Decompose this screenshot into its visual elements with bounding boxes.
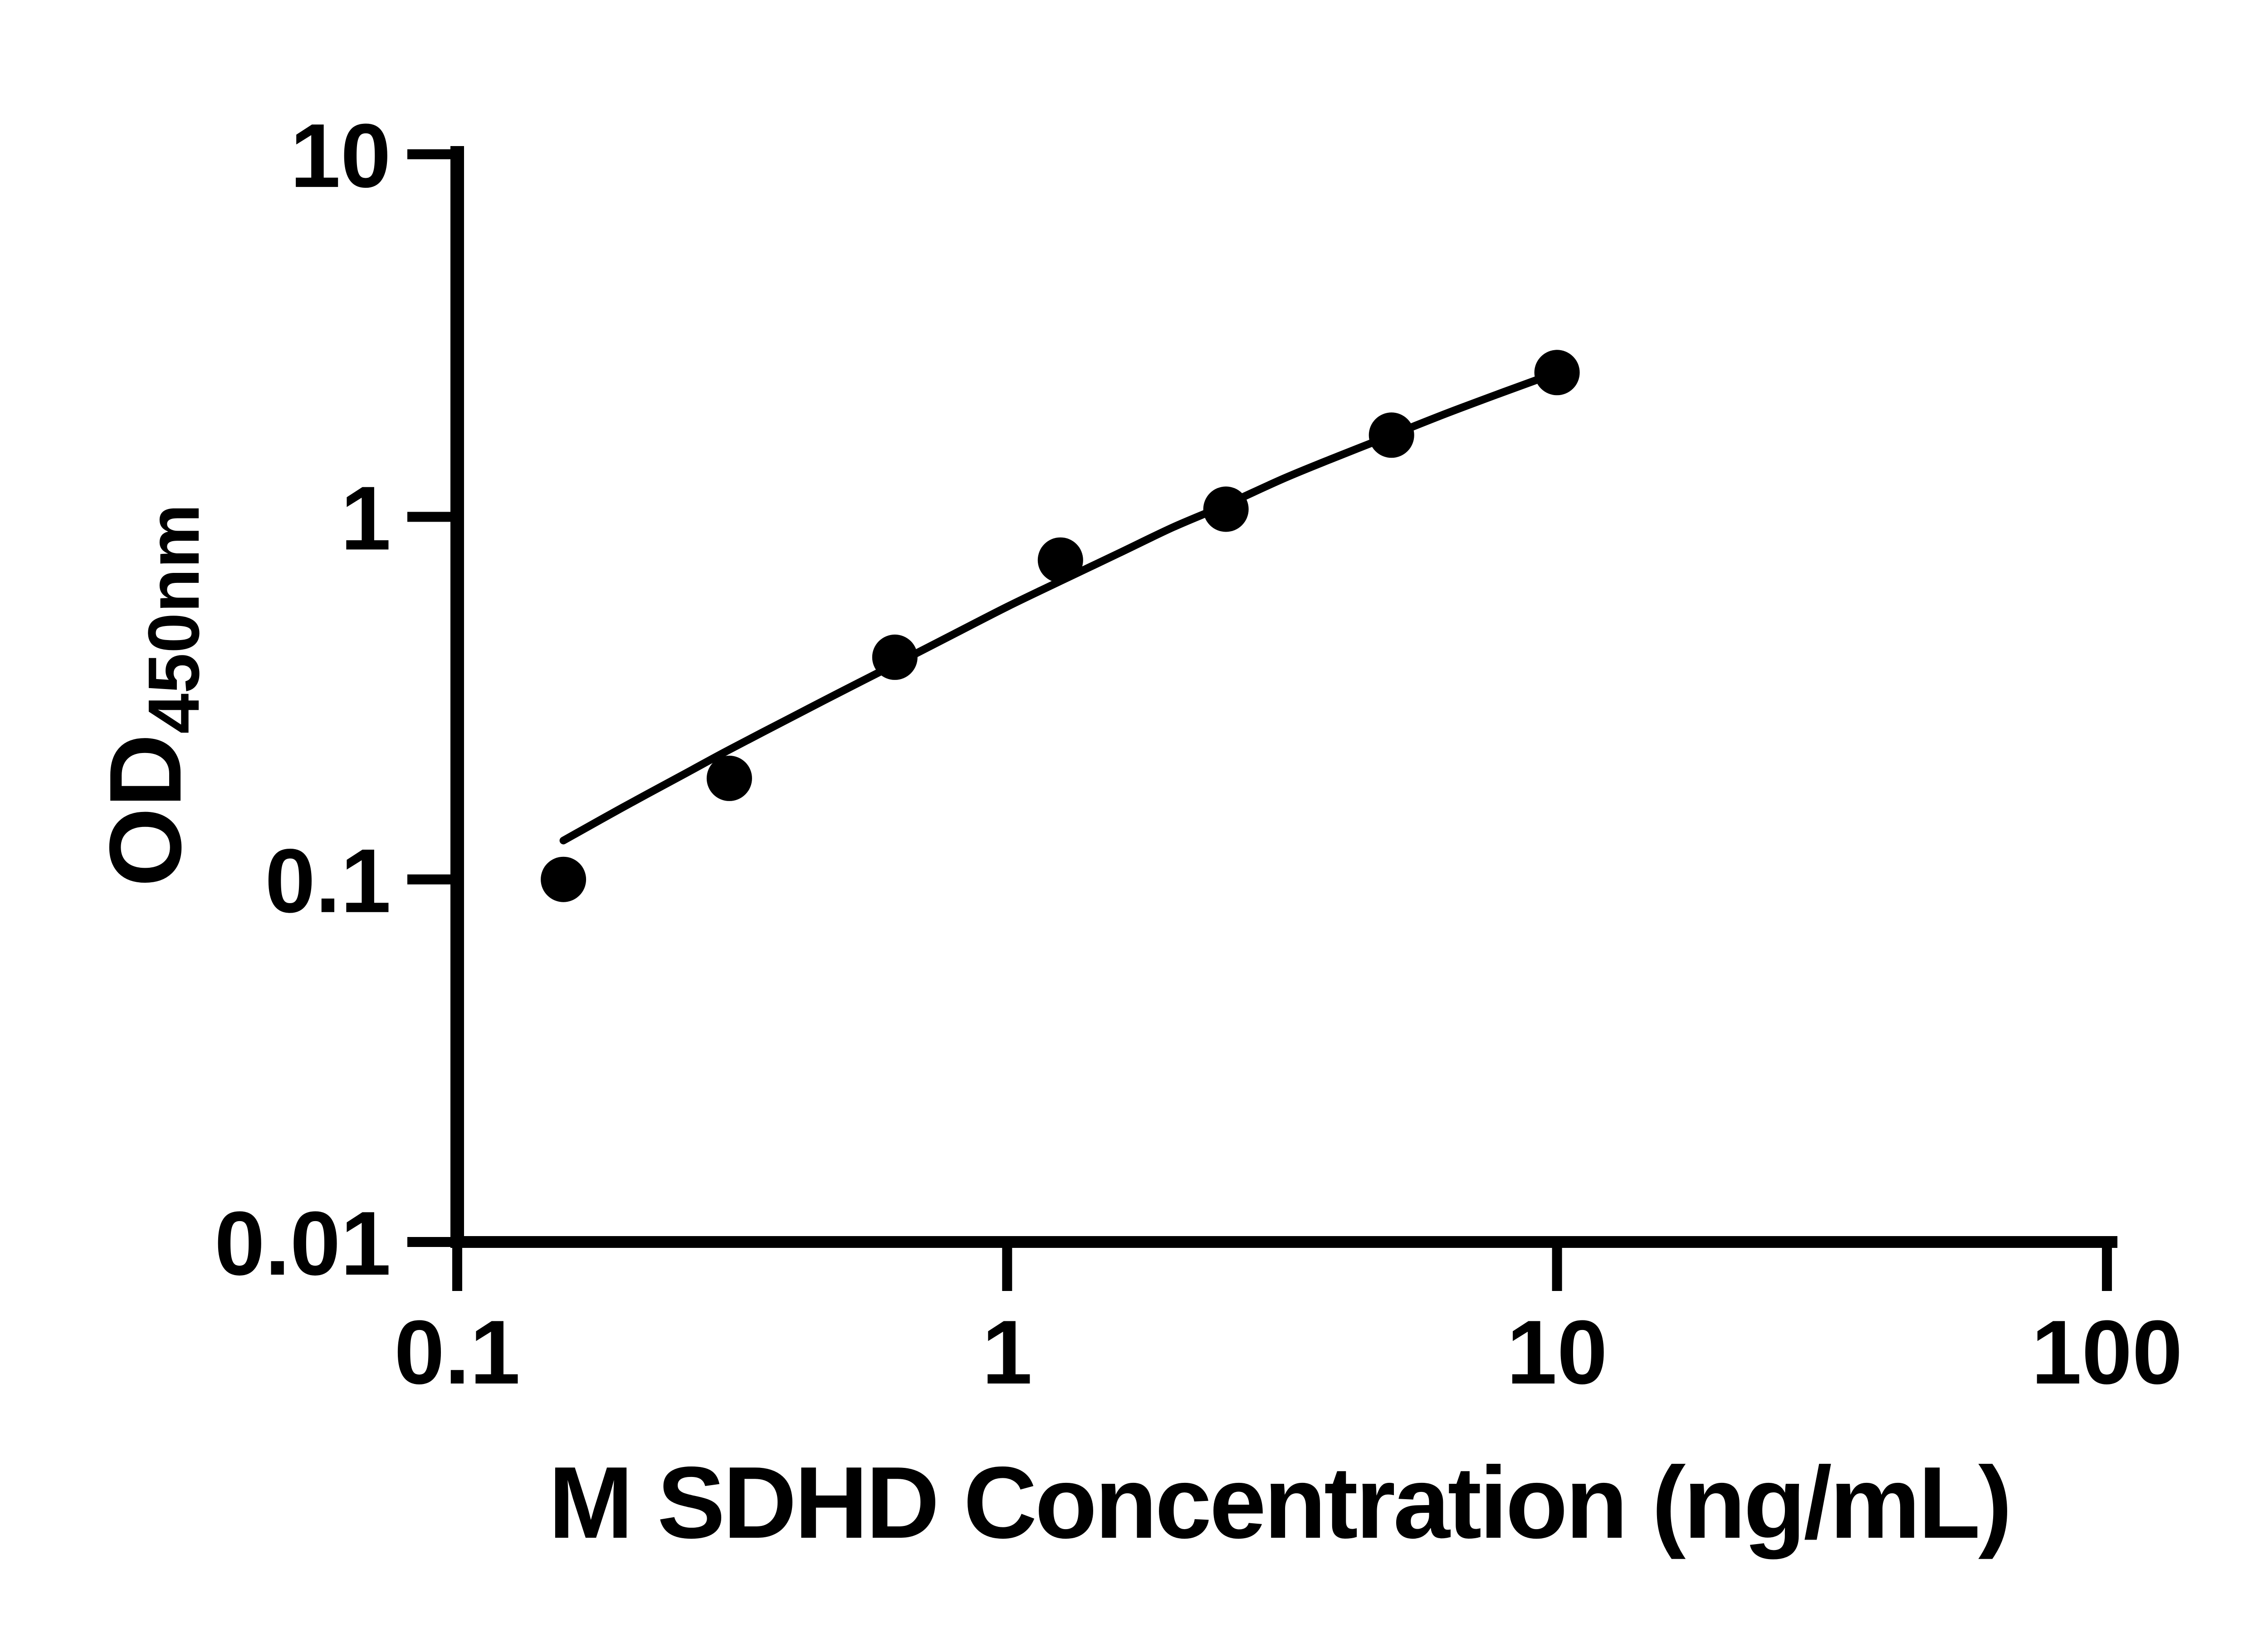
x-tick-label: 100: [2031, 1302, 2183, 1403]
y-axis-tick: [407, 149, 457, 160]
data-point: [541, 856, 587, 902]
data-point: [872, 634, 918, 680]
data-point: [1203, 486, 1249, 532]
x-axis-tick: [2102, 1248, 2112, 1291]
x-axis-tick: [1002, 1248, 1012, 1291]
y-tick-label: 0.1: [265, 831, 391, 932]
y-axis-tick: [407, 1237, 457, 1247]
x-axis-tick: [1552, 1248, 1562, 1291]
od-main-label: OD: [88, 734, 202, 887]
data-point: [1369, 412, 1414, 458]
data-point: [1037, 537, 1083, 583]
x-axis-tick: [452, 1248, 462, 1291]
y-tick-label: 10: [290, 105, 391, 206]
x-tick-label: 10: [1506, 1302, 1607, 1403]
y-axis-tick: [407, 512, 457, 522]
y-axis-title: OD450nm: [88, 504, 214, 887]
y-axis-tick: [407, 874, 457, 885]
y-tick-label: 1: [341, 468, 391, 569]
x-tick-label: 0.1: [394, 1302, 520, 1403]
x-axis-title: M SDHD Concentration (ng/mL): [548, 1445, 2010, 1560]
data-point: [706, 755, 752, 801]
y-tick-label: 0.01: [215, 1193, 391, 1294]
x-axis-line: [450, 1236, 2117, 1248]
od-subscript-label: 450nm: [133, 504, 214, 734]
y-axis-line: [450, 146, 464, 1248]
data-point: [1534, 350, 1580, 396]
x-tick-label: 1: [982, 1302, 1032, 1403]
